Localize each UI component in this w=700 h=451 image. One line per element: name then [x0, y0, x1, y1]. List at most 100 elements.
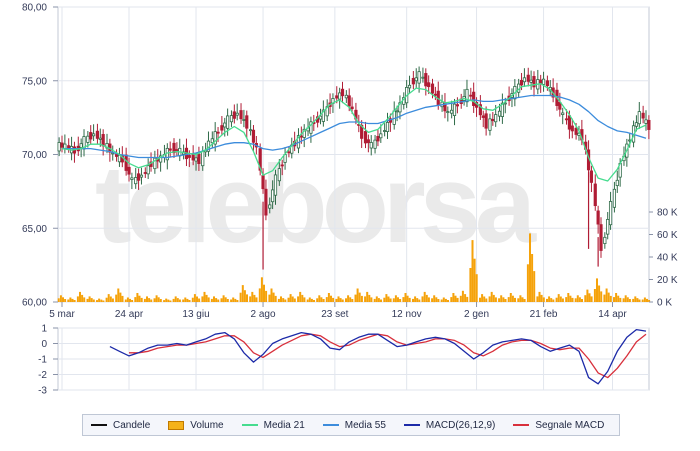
volume-bar — [461, 290, 464, 303]
volume-bar — [109, 296, 112, 302]
volume-bar — [500, 295, 503, 303]
volume-tick-label: 80 K — [657, 208, 678, 219]
volume-tick-label: 0 K — [657, 298, 672, 309]
volume-bar — [638, 299, 641, 302]
candle-body — [338, 92, 342, 100]
volume-bar — [440, 299, 443, 302]
price-tick-label: 65,00 — [22, 224, 47, 235]
legend-item: Media 21 — [241, 420, 305, 431]
volume-bar — [567, 293, 570, 302]
volume-bar — [519, 295, 522, 303]
volume-bar — [105, 297, 108, 302]
volume-bar — [184, 297, 187, 302]
macd-tick-label: -2 — [38, 370, 47, 381]
macd-lines — [109, 328, 647, 385]
volume-bar — [100, 299, 103, 302]
volume-bar — [193, 294, 196, 302]
volume-bar — [555, 297, 558, 302]
macd-tick-label: 1 — [41, 324, 47, 335]
volume-bar — [442, 297, 445, 302]
candle-body — [612, 188, 617, 208]
candle-body — [89, 132, 93, 140]
candle-body — [318, 115, 323, 120]
volume-bar — [98, 298, 101, 302]
volume-bar — [117, 288, 120, 302]
volume-bar — [230, 299, 233, 302]
volume-bar — [574, 298, 577, 302]
candle-body — [500, 102, 504, 117]
candle-body — [596, 210, 600, 225]
volume-bar — [389, 298, 392, 302]
candle-body — [433, 93, 437, 96]
volume-bar — [526, 264, 529, 302]
volume-bar — [64, 299, 67, 302]
candle-body — [235, 112, 239, 116]
volume-bar — [408, 297, 411, 302]
candle-body — [136, 173, 141, 181]
candle-body — [606, 218, 610, 235]
volume-bar — [511, 295, 514, 302]
volume-bar — [150, 299, 153, 302]
volume-bar — [306, 299, 309, 302]
volume-bar — [427, 297, 430, 302]
candle-body — [127, 166, 131, 175]
volume-bar — [174, 296, 177, 302]
legend-item: Volume — [168, 420, 224, 431]
media-21-line — [61, 83, 647, 182]
candle-body — [134, 177, 138, 185]
volume-bar — [632, 298, 635, 302]
candle-body — [424, 73, 428, 87]
volume-bar — [140, 297, 143, 302]
candle-body — [484, 113, 488, 129]
volume-bar — [473, 258, 476, 302]
candle-body — [363, 131, 368, 144]
volume-axis-ticks: 80 K 60 K 40 K 20 K 0 K — [649, 208, 678, 309]
volume-bar — [291, 296, 294, 302]
legend-label: MACD(26,12,9) — [425, 419, 496, 431]
candle-body — [299, 135, 303, 138]
candle-body — [213, 131, 217, 145]
volume-bar — [548, 296, 551, 302]
candle-body — [168, 148, 172, 151]
candle-body — [268, 204, 272, 209]
volume-bar — [619, 297, 622, 302]
macd-tick-label: -1 — [38, 355, 47, 366]
legend-item: Media 55 — [322, 420, 386, 431]
date-tick-label: 24 apr — [115, 309, 144, 320]
volume-bar — [354, 294, 357, 302]
volume-bar — [207, 297, 210, 302]
volume-bar — [111, 298, 114, 302]
volume-bar — [337, 296, 340, 302]
volume-bar — [325, 297, 328, 302]
candle-body — [67, 145, 71, 149]
volume-bar — [107, 294, 110, 302]
volume-bar — [615, 293, 618, 302]
candle-body — [414, 77, 418, 82]
volume-bar — [289, 294, 292, 302]
volume-bar — [119, 292, 122, 302]
macd-tick-label: -3 — [38, 386, 47, 397]
volume-bar — [153, 298, 156, 302]
candle-body — [287, 151, 291, 154]
volume-bar — [73, 300, 76, 302]
candle-body — [302, 128, 306, 138]
volume-bar — [220, 298, 223, 302]
volume-bar — [263, 284, 265, 302]
volume-bar — [383, 297, 386, 302]
candle-body — [398, 102, 402, 113]
candle-body — [541, 78, 546, 85]
volume-bar — [397, 297, 399, 302]
volume-bar — [641, 299, 644, 302]
volume-bar — [341, 299, 344, 302]
volume-bar — [507, 297, 510, 302]
volume-bar — [277, 298, 280, 302]
volume-bar — [626, 297, 629, 302]
volume-bar — [475, 274, 478, 302]
volume-bar — [406, 295, 409, 302]
volume-bar — [299, 291, 302, 302]
volume-bar — [293, 298, 296, 302]
volume-bar — [224, 297, 227, 302]
volume-bar — [546, 298, 548, 302]
